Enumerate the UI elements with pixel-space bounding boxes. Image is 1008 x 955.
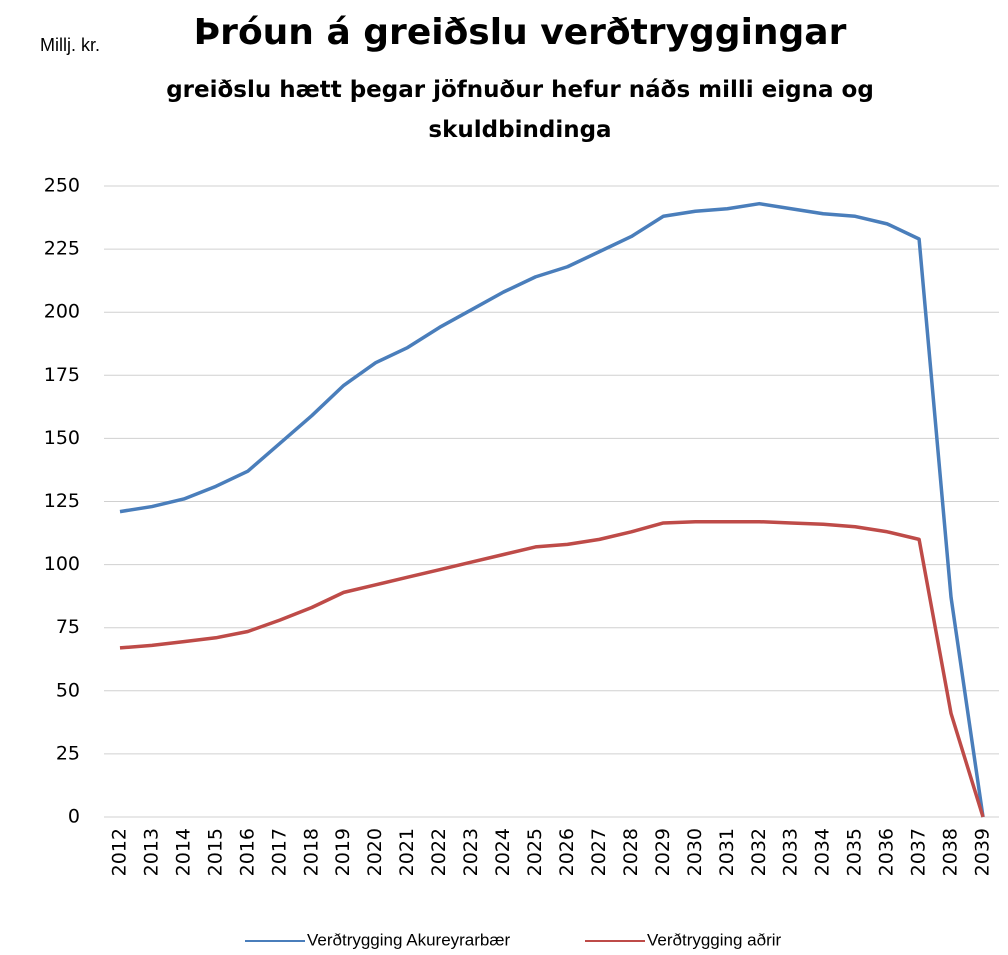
- x-tick-label: 2023: [460, 828, 482, 876]
- x-tick-label: 2028: [620, 828, 642, 876]
- x-tick-label: 2021: [396, 828, 418, 876]
- x-tick-label: 2016: [236, 828, 258, 876]
- x-tick-label: 2013: [140, 828, 162, 876]
- legend-label: Verðtrygging aðrir: [647, 930, 782, 949]
- y-tick-label: 225: [44, 238, 80, 260]
- x-tick-label: 2032: [748, 828, 770, 876]
- x-tick-label: 2035: [844, 828, 866, 876]
- x-tick-label: 2030: [684, 828, 706, 876]
- y-tick-label: 200: [44, 301, 80, 323]
- y-tick-label: 125: [44, 490, 80, 512]
- y-axis-label: Millj. kr.: [40, 35, 100, 55]
- y-tick-label: 250: [44, 175, 80, 197]
- x-tick-label: 2018: [300, 828, 322, 876]
- x-tick-label: 2012: [108, 828, 130, 876]
- x-tick-label: 2025: [524, 828, 546, 876]
- y-tick-label: 75: [56, 616, 80, 638]
- x-tick-label: 2017: [268, 828, 290, 876]
- x-tick-label: 2036: [876, 828, 898, 876]
- x-tick-label: 2026: [556, 828, 578, 876]
- x-tick-label: 2027: [588, 828, 610, 876]
- chart-subtitle: greiðslu hætt þegar jöfnuður hefur náðs …: [166, 77, 874, 143]
- legend-label: Verðtrygging Akureyrarbær: [307, 930, 510, 949]
- y-tick-label: 50: [56, 679, 80, 701]
- x-tick-label: 2015: [204, 828, 226, 876]
- x-tick-label: 2019: [332, 828, 354, 876]
- y-tick-label: 0: [68, 806, 80, 828]
- x-tick-label: 2033: [780, 828, 802, 876]
- x-tick-label: 2039: [972, 828, 994, 876]
- x-tick-label: 2024: [492, 828, 514, 876]
- y-tick-label: 175: [44, 364, 80, 386]
- x-tick-label: 2037: [908, 828, 930, 876]
- x-tick-label: 2031: [716, 828, 738, 876]
- x-tick-label: 2034: [812, 828, 834, 876]
- chart-title: Þróun á greiðslu verðtryggingar: [194, 12, 847, 53]
- line: [119, 201, 985, 818]
- y-tick-label: 150: [44, 427, 80, 449]
- x-tick-label: 2022: [428, 828, 450, 876]
- x-tick-label: 2038: [940, 828, 962, 876]
- x-tick-label: 2014: [172, 828, 194, 876]
- y-tick-label: 100: [44, 553, 80, 575]
- y-tick-label: 25: [56, 742, 80, 764]
- x-tick-label: 2029: [652, 828, 674, 876]
- line: [119, 519, 985, 818]
- x-tick-label: 2020: [364, 828, 386, 876]
